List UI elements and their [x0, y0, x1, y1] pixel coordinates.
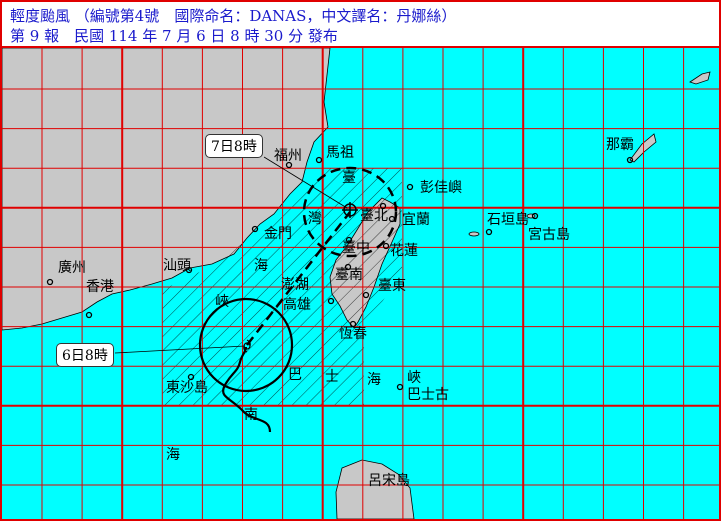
forecast-callout-leader — [263, 156, 348, 209]
station-markers — [46, 156, 634, 391]
past-track — [222, 346, 272, 433]
place-label-taitung: 臺東 — [378, 278, 406, 294]
typhoon-title: 輕度颱風 （編號第4號 國際命名：DANAS，中文譯名：丹娜絲） — [10, 7, 457, 25]
luzon-landmass — [335, 459, 415, 519]
station-marker-naha — [626, 156, 634, 164]
place-label-naha: 那霸 — [606, 137, 634, 153]
place-label-dongsha: 東沙島 — [166, 380, 208, 396]
place-label-taichung: 臺中 — [342, 240, 370, 256]
place-label-taipei: 臺北 — [360, 208, 388, 224]
island — [468, 231, 480, 237]
station-marker-shantou — [185, 266, 193, 274]
issue-time: 第 9 報 民國 114 年 7 月 6 日 8 時 30 分 發布 — [10, 27, 338, 45]
station-marker-tainan — [344, 263, 352, 271]
station-marker-guangzhou — [46, 278, 54, 286]
station-marker-yilan — [388, 215, 396, 223]
sea-label-strait: 海 — [254, 258, 268, 274]
sea-label-bashi: 巴 — [288, 367, 302, 383]
sea-label-strait: 灣 — [308, 211, 322, 227]
place-label-yilan: 宜蘭 — [402, 212, 430, 228]
place-label-ishigaki: 石垣島 — [487, 212, 529, 228]
station-marker-ishigaki — [485, 228, 493, 236]
station-marker-taichung — [345, 236, 353, 244]
station-marker-fuzhou — [285, 161, 293, 169]
place-label-fuzhou: 福州 — [274, 148, 302, 164]
sea-label-strait: 峽 — [215, 294, 229, 310]
place-label-hualien: 花蓮 — [390, 243, 418, 259]
place-label-miyako: 宮古島 — [528, 227, 570, 243]
station-marker-hualien — [382, 242, 390, 250]
station-marker-kinmen — [251, 225, 259, 233]
place-label-mazu: 馬祖 — [326, 145, 354, 161]
station-marker-hengchun — [349, 320, 357, 328]
current-callout-leader — [114, 345, 246, 354]
place-label-hongkong: 香港 — [86, 279, 114, 295]
station-marker-kaohsiung — [327, 297, 335, 305]
china-landmass — [2, 48, 331, 331]
forecast-position-icon — [342, 202, 358, 218]
place-label-kaohsiung: 高雄 — [283, 296, 311, 313]
lat-lon-grid — [2, 48, 719, 519]
forecast-time-callout: 7日8時 — [205, 134, 263, 158]
station-marker-basco — [396, 383, 404, 391]
place-label-hengchun: 恆春 — [339, 326, 367, 342]
place-label-penghu: 澎湖 — [281, 277, 309, 293]
place-label-basco: 巴士古 — [407, 387, 449, 403]
place-label-pengjia: 彭佳嶼 — [420, 180, 462, 196]
sea-label-bashi: 海 — [367, 372, 381, 388]
station-marker-dongsha — [187, 373, 195, 381]
station-marker-taipei — [379, 202, 387, 210]
place-label-guangzhou: 廣州 — [58, 259, 86, 276]
island — [689, 71, 711, 85]
current-time-callout: 6日8時 — [56, 343, 114, 367]
station-marker-pengjia — [406, 183, 414, 191]
sea-label-bashi: 峽 — [407, 370, 421, 386]
current-radius-circle — [198, 297, 294, 393]
place-label-tainan: 臺南 — [335, 267, 363, 283]
station-marker-miyako — [531, 212, 539, 220]
place-label-luzon: 呂宋島 — [368, 473, 410, 489]
place-label-kinmen: 金門 — [264, 226, 292, 242]
sea-label-scs: 南 — [244, 407, 258, 423]
sea-label-scs: 海 — [166, 447, 180, 463]
bulletin-header: 輕度颱風 （編號第4號 國際命名：DANAS，中文譯名：丹娜絲） 第 9 報 民… — [2, 2, 719, 48]
sea-label-bashi: 士 — [325, 369, 339, 385]
sea-label-strait: 臺 — [342, 170, 356, 186]
station-marker-hongkong — [85, 311, 93, 319]
forecast-track — [246, 211, 351, 346]
station-marker-taitung — [362, 291, 370, 299]
station-marker-mazu — [315, 156, 323, 164]
forecast-radius-circle — [302, 166, 398, 258]
place-label-shantou: 汕頭 — [163, 258, 191, 274]
